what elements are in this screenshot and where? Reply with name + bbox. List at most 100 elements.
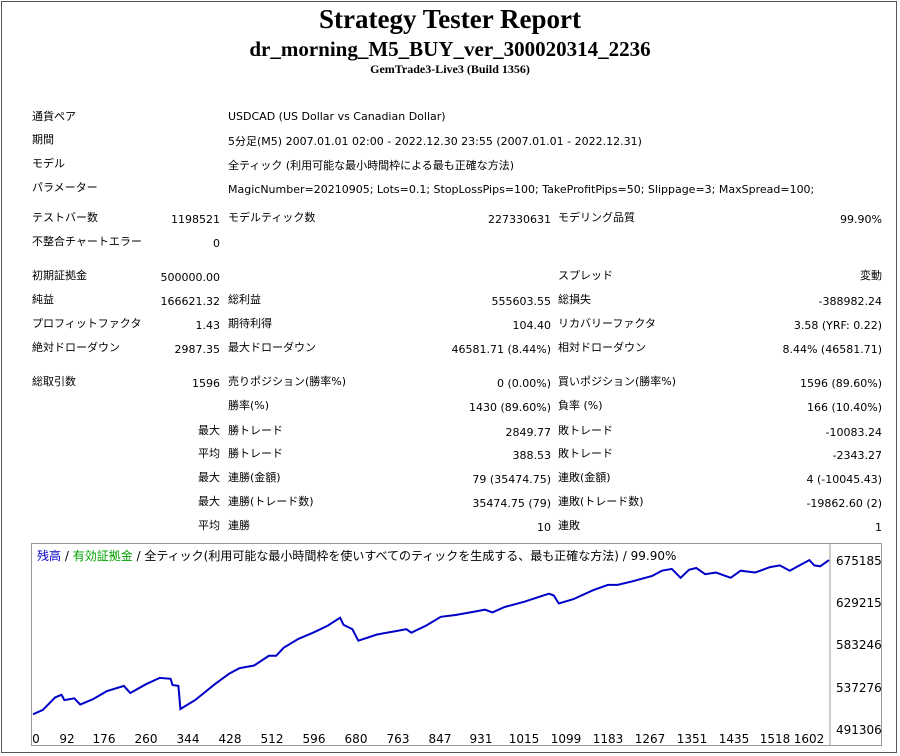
x-tick-label: 1518 [759, 732, 791, 746]
x-tick-label: 1099 [550, 732, 582, 746]
period-value: 5分足(M5) 2007.01.01 02:00 - 2022.12.30 23… [228, 135, 642, 148]
x-tick-label: 1183 [592, 732, 624, 746]
avg-win-value: 388.53 [512, 449, 552, 462]
abs-drawdown-label: 絶対ドローダウン [32, 341, 120, 354]
legend-sep-2: / [132, 549, 145, 563]
x-tick-label: 512 [260, 732, 284, 746]
long-positions-value: 1596 (89.60%) [799, 377, 882, 390]
gross-loss-value: -388982.24 [818, 295, 882, 308]
legend-description: 全ティック(利用可能な最小時間枠を使いすべてのティックを生成する、最も正確な方法… [144, 549, 677, 563]
max-win-value: 2849.77 [505, 426, 552, 439]
x-tick-label: 763 [386, 732, 410, 746]
deposit-value: 500000.00 [160, 271, 221, 284]
gross-profit-value: 555603.55 [491, 295, 552, 308]
x-tick-label: 596 [302, 732, 326, 746]
bars-value: 1198521 [171, 213, 220, 226]
avg-consec-win-label: 連勝 [228, 519, 250, 532]
max-prefix-2: 最大 [198, 471, 220, 484]
recovery-factor-label: リカバリーファクタ [558, 317, 656, 330]
max-consec-win-trades-label: 連勝(トレード数) [228, 495, 314, 508]
max-drawdown-value: 46581.71 (8.44%) [451, 343, 551, 356]
avg-consec-loss-value: 1 [875, 521, 882, 534]
x-tick-label: 92 [59, 732, 75, 746]
deposit-label: 初期証拠金 [32, 269, 87, 282]
net-profit-value: 166621.32 [160, 295, 221, 308]
avg-prefix: 平均 [198, 447, 220, 460]
win-rate-label: 勝率(%) [228, 399, 270, 412]
x-tick-label: 931 [469, 732, 493, 746]
x-tick-label: 1015 [508, 732, 540, 746]
x-tick-label: 1351 [676, 732, 708, 746]
symbol-value: USDCAD (US Dollar vs Canadian Dollar) [228, 110, 446, 123]
y-tick-label: 491306 [836, 723, 882, 737]
max-drawdown-label: 最大ドローダウン [228, 341, 316, 354]
ea-name: dr_morning_M5_BUY_ver_300020314_2236 [249, 37, 651, 61]
period-label: 期間 [32, 133, 54, 146]
parameters-value: MagicNumber=20210905; Lots=0.1; StopLoss… [228, 183, 815, 196]
model-value: 全ティック (利用可能な最小時間枠による最も正確な方法) [228, 159, 515, 172]
max-consec-win-trades-value: 35474.75 (79) [472, 497, 551, 510]
max-consec-loss-trades-value: -19862.60 (2) [806, 497, 882, 510]
spread-label: スプレッド [558, 269, 613, 282]
balance-series-line [32, 558, 830, 716]
avg-consec-win-value: 10 [537, 521, 551, 534]
short-positions-label: 売りポジション(勝率%) [228, 375, 347, 388]
quality-label: モデリング品質 [558, 211, 635, 224]
errors-label: 不整合チャートエラー [32, 235, 142, 248]
max-consec-loss-amount-label: 連敗(金額) [558, 471, 611, 484]
balance-chart [31, 543, 882, 746]
x-tick-label: 176 [92, 732, 116, 746]
x-tick-label: 1602 [793, 732, 825, 746]
max-consec-win-amount-value: 79 (35474.75) [472, 473, 551, 486]
ticks-label: モデルティック数 [228, 211, 316, 224]
expected-payoff-value: 104.40 [512, 319, 552, 332]
symbol-label: 通貨ペア [32, 110, 76, 123]
y-tick-label: 583246 [836, 638, 882, 652]
balance-chart-svg [32, 544, 831, 745]
bars-label: テストバー数 [32, 211, 98, 224]
ticks-value: 227330631 [488, 213, 551, 226]
avg-win-label: 勝トレード [228, 447, 283, 460]
avg-prefix-2: 平均 [198, 519, 220, 532]
short-positions-value: 0 (0.00%) [496, 377, 551, 390]
profit-factor-label: プロフィットファクタ [32, 317, 142, 330]
y-tick-label: 675185 [836, 554, 882, 568]
max-consec-win-amount-label: 連勝(金額) [228, 471, 281, 484]
gross-profit-label: 総利益 [228, 293, 261, 306]
avg-loss-label: 敗トレード [558, 447, 613, 460]
model-label: モデル [32, 157, 65, 170]
quality-value: 99.90% [840, 213, 882, 226]
loss-rate-label: 負率 (%) [558, 399, 603, 412]
long-positions-label: 買いポジション(勝率%) [558, 375, 677, 388]
total-trades-value: 1596 [192, 377, 220, 390]
net-profit-label: 純益 [32, 293, 54, 306]
max-loss-value: -10083.24 [825, 426, 882, 439]
rel-drawdown-value: 8.44% (46581.71) [782, 343, 882, 356]
spread-value: 変動 [860, 269, 882, 282]
x-tick-label: 344 [176, 732, 200, 746]
recovery-factor-value: 3.58 (YRF: 0.22) [793, 319, 882, 332]
avg-loss-value: -2343.27 [832, 449, 882, 462]
max-loss-label: 敗トレード [558, 424, 613, 437]
profit-factor-value: 1.43 [195, 319, 221, 332]
x-tick-label: 260 [134, 732, 158, 746]
gross-loss-label: 総損失 [558, 293, 591, 306]
errors-value: 0 [213, 237, 220, 250]
max-consec-loss-amount-value: 4 (-10045.43) [806, 473, 882, 486]
max-prefix-3: 最大 [198, 495, 220, 508]
x-tick-label: 1267 [634, 732, 666, 746]
total-trades-label: 総取引数 [32, 375, 76, 388]
report-title: Strategy Tester Report [319, 4, 581, 34]
server-name: GemTrade3-Live3 (Build 1356) [370, 62, 530, 76]
legend-balance: 残高 [37, 549, 62, 563]
abs-drawdown-value: 2987.35 [174, 343, 221, 356]
chart-legend: 残高 / 有効証拠金 / 全ティック(利用可能な最小時間枠を使いすべてのティック… [37, 547, 676, 564]
x-tick-label: 680 [344, 732, 368, 746]
y-tick-label: 629215 [836, 596, 882, 610]
x-tick-label: 847 [428, 732, 452, 746]
max-consec-loss-trades-label: 連敗(トレード数) [558, 495, 644, 508]
legend-equity: 有効証拠金 [72, 549, 133, 563]
loss-rate-value: 166 (10.40%) [806, 401, 882, 414]
x-tick-label: 0 [32, 732, 40, 746]
